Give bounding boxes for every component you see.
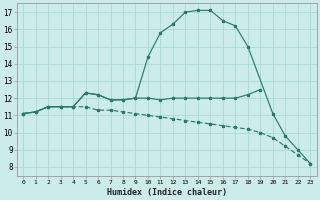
X-axis label: Humidex (Indice chaleur): Humidex (Indice chaleur) — [107, 188, 227, 197]
